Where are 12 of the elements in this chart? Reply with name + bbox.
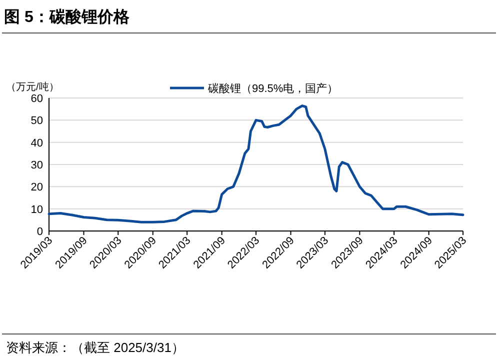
y-tick-label: 50 xyxy=(30,115,43,128)
y-tick-label: 30 xyxy=(30,160,43,172)
y-tick-label: 40 xyxy=(30,137,43,150)
y-tick-label: 10 xyxy=(30,204,43,216)
y-tick-label: 0 xyxy=(36,226,43,238)
y-tick-label: 20 xyxy=(30,182,43,194)
y-tick-label: 60 xyxy=(30,93,43,105)
y-axis-title: （万元/吨） xyxy=(6,81,59,93)
chart-title: 图 5：碳酸锂价格 xyxy=(4,8,130,26)
text: 资料来源：（截至 2025/3/31） xyxy=(6,340,184,355)
legend-label: 碳酸锂（99.5%电，国产） xyxy=(207,82,338,95)
line-series xyxy=(48,104,464,224)
